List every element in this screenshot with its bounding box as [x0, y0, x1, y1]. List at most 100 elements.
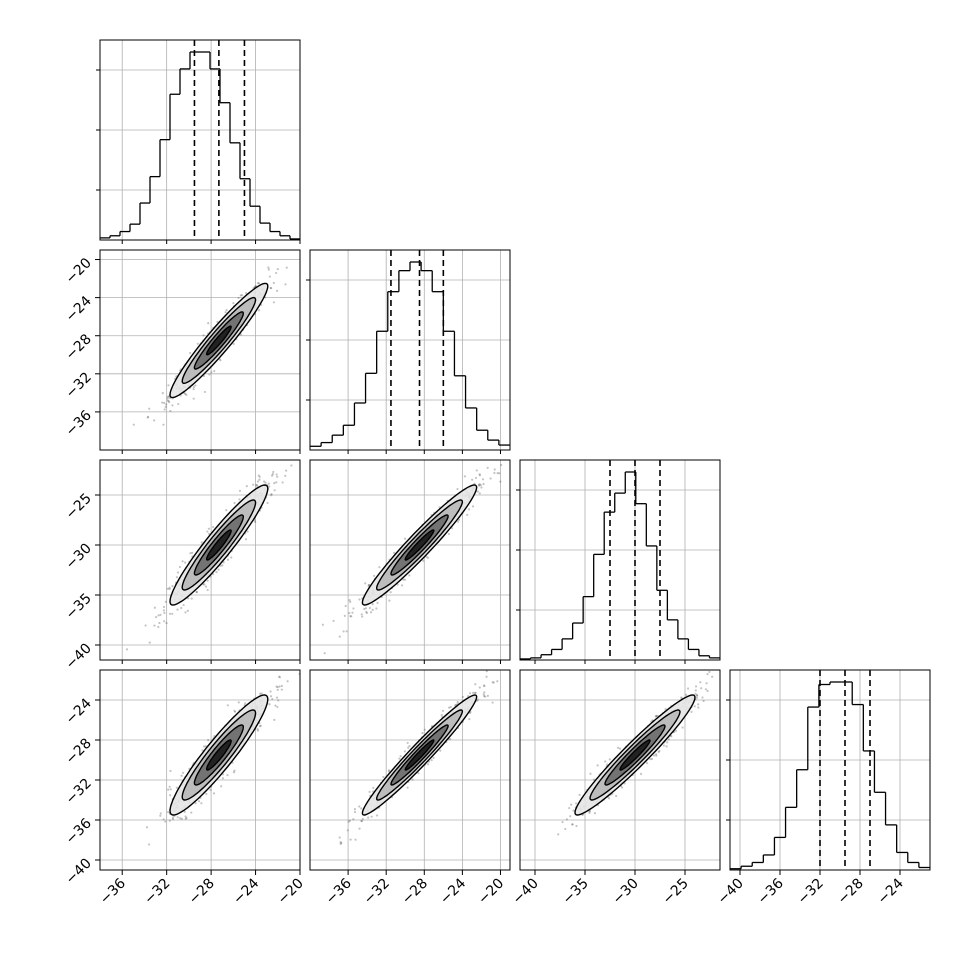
scatter-point — [701, 696, 704, 699]
panel-frame — [99, 459, 301, 661]
scatter-point — [407, 746, 410, 749]
scatter-point — [132, 423, 135, 426]
scatter-point — [153, 419, 156, 422]
scatter-point — [232, 771, 236, 774]
scatter-point — [344, 604, 347, 608]
scatter-point — [361, 817, 364, 821]
scatter-point — [206, 588, 209, 592]
scatter-point — [705, 682, 708, 685]
contour-line — [375, 499, 464, 591]
scatter-point — [185, 393, 188, 396]
scatter-point — [168, 785, 171, 788]
scatter-point — [147, 843, 151, 846]
scatter-point — [285, 266, 288, 269]
x-tick-label: −32 — [141, 876, 173, 908]
scatter-point — [472, 691, 475, 694]
scatter-point — [448, 706, 451, 709]
scatter-point — [239, 333, 243, 336]
scatter-point — [655, 714, 658, 718]
scatter-point — [349, 838, 352, 841]
scatter-point — [699, 681, 702, 684]
scatter-point — [425, 555, 428, 558]
scatter-point — [432, 756, 435, 760]
scatter-point — [182, 603, 185, 607]
scatter-point — [338, 635, 341, 638]
y-tick-label: −36 — [63, 407, 95, 439]
scatter-point — [387, 770, 391, 773]
scatter-point — [183, 810, 186, 813]
scatter-point — [190, 597, 193, 600]
scatter-point — [426, 763, 430, 766]
scatter-point — [168, 612, 172, 615]
scatter-point — [191, 551, 194, 554]
x-tick-label: −24 — [875, 875, 907, 907]
scatter-point — [257, 309, 261, 312]
scatter-point — [166, 399, 169, 402]
scatter-point — [238, 498, 241, 501]
scatter-point — [665, 745, 668, 748]
x-tick-label: −36 — [97, 875, 129, 907]
scatter-point — [350, 615, 353, 618]
scatter-point — [353, 810, 357, 814]
y-tick-label: −24 — [63, 695, 95, 727]
scatter-point — [201, 749, 204, 752]
scatter-point — [592, 778, 596, 781]
x-tick-label: −24 — [230, 875, 262, 907]
scatter-point — [666, 741, 669, 744]
scatter-point — [269, 286, 272, 290]
y-tick-label: −40 — [63, 641, 95, 673]
scatter-point — [589, 772, 592, 775]
scatter-point — [360, 807, 363, 810]
scatter-point — [260, 692, 263, 695]
density-fill — [206, 326, 232, 355]
scatter-point — [370, 815, 373, 818]
scatter-point — [272, 301, 275, 304]
hist-panel-0 — [96, 39, 301, 241]
scatter-point — [165, 403, 168, 406]
scatter-point — [664, 707, 667, 711]
scatter-point — [203, 583, 206, 586]
scatter-point — [421, 731, 424, 735]
scatter-point — [694, 689, 697, 692]
panel-frame — [99, 39, 301, 241]
scatter-point — [474, 683, 477, 686]
scatter-point — [176, 608, 179, 611]
scatter-point — [468, 692, 472, 695]
scatter-point — [655, 753, 658, 756]
scatter-point — [280, 688, 283, 691]
scatter-point — [161, 401, 164, 404]
scatter-point — [159, 814, 162, 817]
scatter-point — [281, 481, 284, 484]
scatter-content — [310, 670, 510, 870]
scatter-point — [615, 794, 618, 798]
panel-frame — [729, 669, 931, 871]
scatter-point — [185, 816, 188, 819]
scatter-point — [695, 694, 699, 697]
density-fill — [405, 740, 434, 770]
scatter-point — [368, 583, 371, 587]
scatter-point — [658, 749, 661, 753]
x-tick-label: −36 — [323, 875, 355, 907]
contour-line — [404, 739, 435, 771]
scatter-point — [164, 820, 167, 823]
scatter-point — [604, 760, 607, 763]
scatter-point — [680, 696, 683, 699]
scatter-point — [216, 320, 219, 323]
scatter-point — [167, 788, 170, 791]
scatter-point — [194, 802, 197, 805]
scatter-point — [295, 247, 297, 249]
scatter-point — [272, 470, 275, 474]
scatter-point — [466, 513, 469, 517]
scatter-point — [264, 481, 267, 484]
scatter-point — [169, 788, 172, 791]
scatter-point — [639, 772, 643, 775]
scatter-point — [159, 812, 162, 815]
scatter-point — [650, 757, 654, 761]
scatter-point — [345, 630, 348, 633]
scatter-point — [706, 689, 709, 693]
scatter-point — [239, 294, 242, 297]
scatter-point — [616, 746, 620, 749]
scatter-point — [184, 815, 187, 818]
scatter-point — [192, 386, 195, 389]
scatter-point — [474, 691, 477, 694]
